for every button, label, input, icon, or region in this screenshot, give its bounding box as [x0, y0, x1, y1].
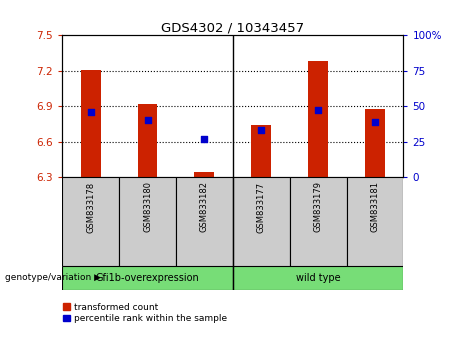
Bar — [62, 266, 233, 290]
Bar — [62, 177, 119, 266]
Point — [258, 127, 265, 133]
Bar — [347, 177, 403, 266]
Bar — [365, 109, 385, 177]
Text: GSM833178: GSM833178 — [86, 181, 95, 233]
Text: GSM833181: GSM833181 — [371, 181, 379, 233]
Point — [201, 136, 208, 142]
Bar — [119, 177, 176, 266]
Bar — [81, 70, 100, 177]
Bar — [251, 125, 271, 177]
Text: GSM833179: GSM833179 — [313, 181, 323, 233]
Text: GSM833180: GSM833180 — [143, 181, 152, 233]
Bar — [290, 177, 347, 266]
Bar — [233, 266, 403, 290]
Point — [144, 118, 151, 123]
Bar — [195, 172, 214, 177]
Point — [371, 119, 378, 125]
Text: wild type: wild type — [296, 273, 340, 283]
Text: Gfi1b-overexpression: Gfi1b-overexpression — [95, 273, 200, 283]
Point — [87, 109, 95, 115]
Text: GSM833177: GSM833177 — [257, 181, 266, 233]
Bar — [233, 177, 290, 266]
Bar — [176, 177, 233, 266]
Legend: transformed count, percentile rank within the sample: transformed count, percentile rank withi… — [62, 302, 228, 324]
Title: GDS4302 / 10343457: GDS4302 / 10343457 — [161, 21, 304, 34]
Text: genotype/variation ▶: genotype/variation ▶ — [5, 273, 100, 282]
Bar — [308, 61, 328, 177]
Point — [314, 108, 322, 113]
Text: GSM833182: GSM833182 — [200, 181, 209, 233]
Bar — [137, 104, 158, 177]
